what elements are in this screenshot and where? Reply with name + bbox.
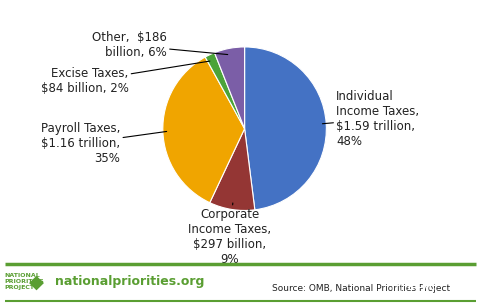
Text: NATIONAL
PRIORITIES
PROJECT: NATIONAL PRIORITIES PROJECT xyxy=(5,273,45,291)
Text: ⒸⒸ  BY-NC: ⒸⒸ BY-NC xyxy=(391,283,434,291)
Wedge shape xyxy=(244,47,325,210)
Wedge shape xyxy=(214,47,244,129)
Wedge shape xyxy=(209,129,254,211)
Wedge shape xyxy=(205,53,244,129)
Wedge shape xyxy=(163,57,244,203)
Text: Excise Taxes,
$84 billion, 2%: Excise Taxes, $84 billion, 2% xyxy=(40,61,209,95)
Text: Individual
Income Taxes,
$1.59 trillion,
48%: Individual Income Taxes, $1.59 trillion,… xyxy=(322,90,419,148)
Text: Other,  $186
billion, 6%: Other, $186 billion, 6% xyxy=(92,31,227,59)
Text: ◆: ◆ xyxy=(28,272,44,291)
Text: Payroll Taxes,
$1.16 trillion,
35%: Payroll Taxes, $1.16 trillion, 35% xyxy=(41,122,166,165)
Text: Corporate
Income Taxes,
$297 billion,
9%: Corporate Income Taxes, $297 billion, 9% xyxy=(188,203,271,266)
Text: Source: OMB, National Priorities Project: Source: OMB, National Priorities Project xyxy=(271,284,449,293)
Text: nationalpriorities.org: nationalpriorities.org xyxy=(55,275,204,288)
